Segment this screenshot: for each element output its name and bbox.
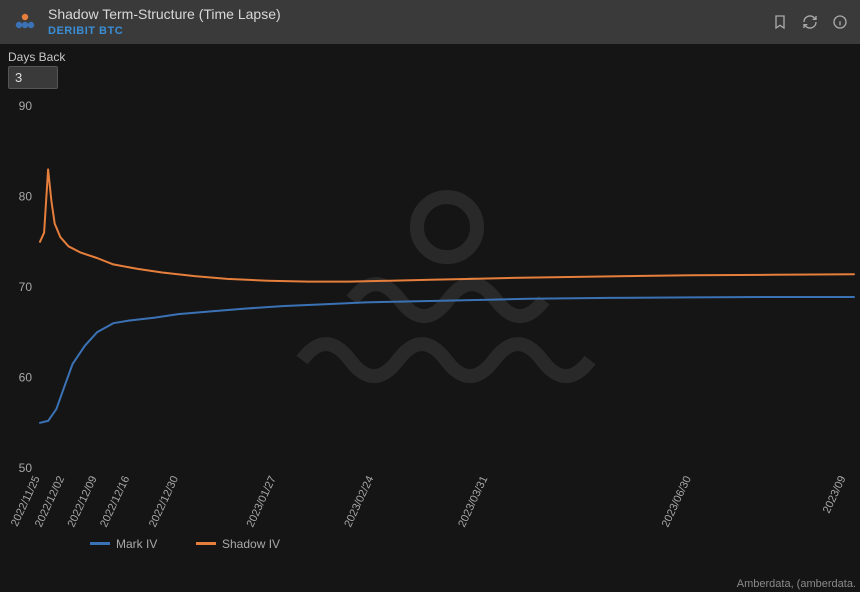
svg-text:80: 80 — [19, 190, 33, 204]
days-back-label: Days Back — [8, 50, 852, 64]
refresh-icon[interactable] — [802, 14, 818, 30]
svg-text:Mark IV: Mark IV — [116, 537, 157, 551]
page-title: Shadow Term-Structure (Time Lapse) — [48, 7, 281, 22]
info-icon[interactable] — [832, 14, 848, 30]
attribution-footer: Amberdata, (amberdata. — [737, 578, 856, 590]
svg-text:70: 70 — [19, 280, 33, 294]
chart-area: 50607080902022/11/252022/12/022022/12/09… — [0, 98, 860, 564]
svg-text:60: 60 — [19, 371, 33, 385]
controls-bar: Days Back — [0, 44, 860, 93]
app-root: Shadow Term-Structure (Time Lapse) DERIB… — [0, 0, 860, 592]
top-bar: Shadow Term-Structure (Time Lapse) DERIB… — [0, 0, 860, 44]
svg-text:90: 90 — [19, 99, 33, 113]
svg-text:50: 50 — [19, 461, 33, 475]
brand-logo — [12, 9, 38, 35]
title-block: Shadow Term-Structure (Time Lapse) DERIB… — [48, 7, 281, 36]
bookmark-icon[interactable] — [772, 14, 788, 30]
page-subtitle: DERIBIT BTC — [48, 25, 281, 37]
line-chart: 50607080902022/11/252022/12/022022/12/09… — [0, 98, 860, 564]
svg-text:Shadow IV: Shadow IV — [222, 537, 280, 551]
toolbar-icons — [772, 14, 848, 30]
days-back-input[interactable] — [8, 66, 58, 89]
